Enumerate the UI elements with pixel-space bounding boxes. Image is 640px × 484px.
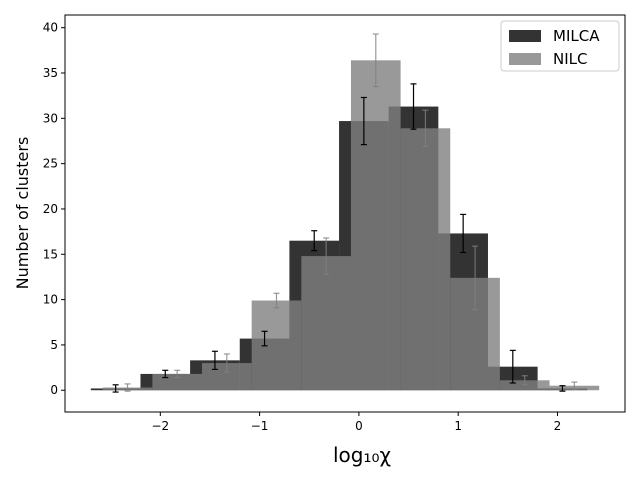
histogram-bar bbox=[350, 60, 401, 391]
x-axis-label: log₁₀χ bbox=[333, 443, 391, 467]
error-bar bbox=[571, 381, 578, 390]
error-bar bbox=[521, 375, 528, 386]
histogram-bar bbox=[251, 300, 302, 391]
error-bar bbox=[261, 330, 268, 347]
error-bar bbox=[460, 213, 467, 254]
histogram-bar bbox=[400, 128, 451, 391]
y-tick-label: 40 bbox=[43, 21, 58, 35]
histogram-bar bbox=[301, 256, 351, 391]
y-tick-label: 20 bbox=[43, 202, 58, 216]
error-bar bbox=[162, 369, 169, 379]
error-bar bbox=[124, 383, 131, 392]
x-tick-label: 0 bbox=[355, 419, 363, 433]
y-tick-label: 30 bbox=[43, 111, 58, 125]
x-tick-label: −2 bbox=[151, 419, 169, 433]
error-bar bbox=[223, 353, 230, 373]
error-bar bbox=[559, 385, 566, 392]
error-bar bbox=[509, 349, 516, 384]
error-bar bbox=[273, 292, 280, 309]
y-tick-label: 0 bbox=[50, 383, 58, 397]
y-axis-label: Number of clusters bbox=[13, 137, 32, 290]
y-tick-label: 5 bbox=[50, 338, 58, 352]
y-tick-label: 25 bbox=[43, 157, 58, 171]
y-tick-label: 35 bbox=[43, 66, 58, 80]
legend-label: NILC bbox=[553, 50, 587, 68]
error-bar bbox=[360, 96, 367, 146]
error-bar bbox=[112, 384, 119, 393]
error-bar bbox=[323, 237, 330, 275]
x-tick-label: −1 bbox=[251, 419, 269, 433]
legend-label: MILCA bbox=[553, 27, 600, 45]
error-bar bbox=[372, 33, 379, 88]
y-tick-label: 10 bbox=[43, 293, 58, 307]
error-bar bbox=[211, 350, 218, 370]
legend-swatch bbox=[509, 30, 541, 42]
error-bar bbox=[311, 230, 318, 252]
y-tick-label: 15 bbox=[43, 247, 58, 261]
legend-swatch bbox=[509, 53, 541, 65]
x-tick-label: 1 bbox=[454, 419, 462, 433]
error-bar bbox=[174, 369, 181, 379]
error-bar bbox=[410, 83, 417, 130]
x-tick-label: 2 bbox=[554, 419, 562, 433]
plot-frame bbox=[64, 14, 626, 413]
error-bar bbox=[472, 245, 479, 311]
error-bar bbox=[422, 109, 429, 148]
